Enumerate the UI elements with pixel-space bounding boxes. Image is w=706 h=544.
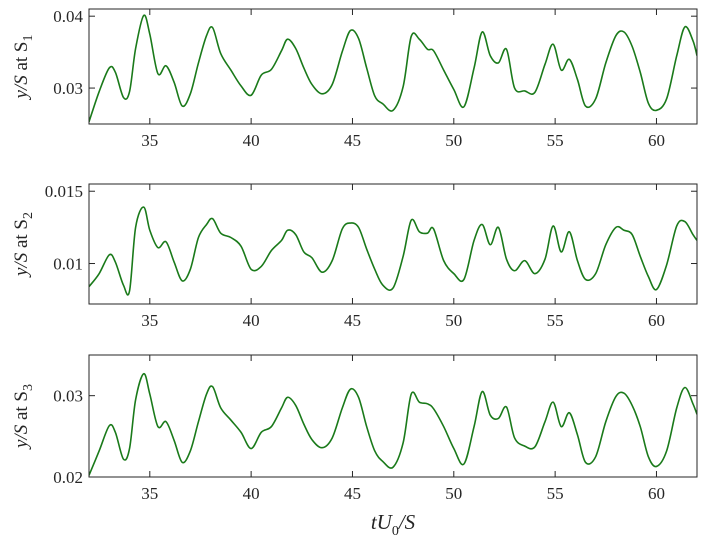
y-axis-label: y/S at S3 xyxy=(11,384,36,450)
y-axis-label: y/S at S1 xyxy=(11,35,36,101)
y-axis-label: y/S at S2 xyxy=(11,212,36,278)
axes-frame xyxy=(88,183,698,305)
x-tick-label: 60 xyxy=(648,484,665,503)
x-tick-label: 60 xyxy=(648,311,665,330)
y-tick-label: 0.01 xyxy=(53,255,83,274)
series-line-1 xyxy=(89,14,697,123)
x-tick-label: 40 xyxy=(243,131,260,150)
x-tick-label: 40 xyxy=(243,484,260,503)
x-tick-label: 35 xyxy=(141,311,158,330)
axes-frame xyxy=(88,354,698,478)
subplot-3: 35 40 45 50 55 60 0.02 0.03 y/S at S3 tU0/S xyxy=(11,354,698,539)
x-tick-label: 55 xyxy=(547,311,564,330)
y-tick-label: 0.04 xyxy=(53,7,83,26)
x-tick-label: 45 xyxy=(344,484,361,503)
y-tick-label: 0.03 xyxy=(53,387,83,406)
x-tick-label: 35 xyxy=(141,131,158,150)
x-tick-label: 50 xyxy=(445,131,462,150)
x-tick-label: 35 xyxy=(141,484,158,503)
series-line-2 xyxy=(89,206,697,296)
x-tick-label: 55 xyxy=(547,131,564,150)
x-tick-label: 45 xyxy=(344,311,361,330)
x-tick-label: 60 xyxy=(648,131,665,150)
x-axis-label: tU0/S xyxy=(371,510,416,539)
x-tick-label: 40 xyxy=(243,311,260,330)
x-tick-label: 50 xyxy=(445,484,462,503)
x-tick-label: 55 xyxy=(547,484,564,503)
y-tick-label: 0.015 xyxy=(45,182,83,201)
subplot-2: 35 40 45 50 55 60 0.01 0.015 y/S at S2 xyxy=(11,182,698,330)
x-tick-label: 45 xyxy=(344,131,361,150)
subplot-1: 35 40 45 50 55 60 0.03 0.04 y/S at S1 xyxy=(11,7,698,150)
y-tick-label: 0.03 xyxy=(53,79,83,98)
y-tick-label: 0.02 xyxy=(53,468,83,487)
series-line-3 xyxy=(89,372,697,476)
x-tick-label: 50 xyxy=(445,311,462,330)
axes-frame xyxy=(88,8,698,125)
